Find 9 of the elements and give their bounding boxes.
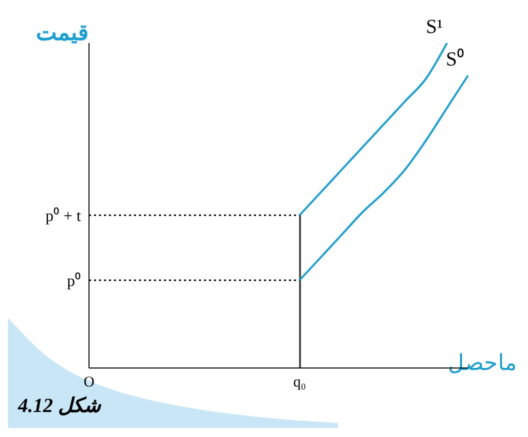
x-tick-label: q₀ xyxy=(293,374,306,391)
x-tick-label: O xyxy=(84,374,95,391)
annotation: p⁰ xyxy=(67,272,81,290)
series-label: S¹ xyxy=(426,16,443,38)
series-label: S⁰ xyxy=(446,48,464,70)
text: شکل 4.12 xyxy=(18,394,101,418)
x-axis-title: ماحصل xyxy=(448,350,517,376)
annotation: p⁰ + t xyxy=(46,206,82,225)
y-axis-title: قیمت xyxy=(36,20,89,46)
